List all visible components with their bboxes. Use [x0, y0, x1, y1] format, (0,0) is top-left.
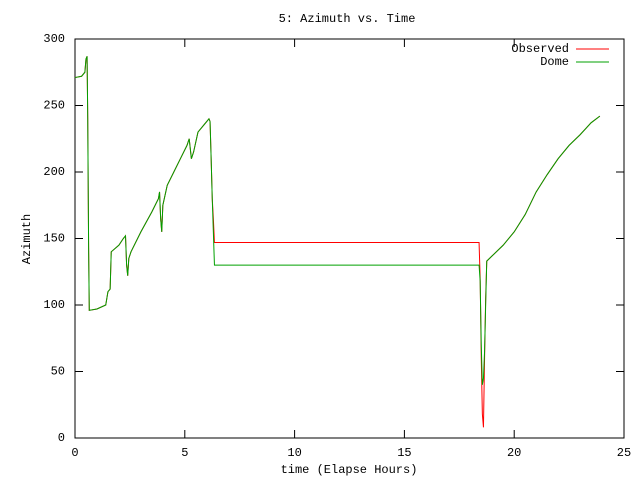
- x-tick-label: 5: [181, 446, 188, 460]
- x-axis-label: time (Elapse Hours): [281, 463, 418, 477]
- x-tick-label: 10: [287, 446, 301, 460]
- x-tick-label: 20: [507, 446, 521, 460]
- y-tick-label: 300: [43, 32, 65, 46]
- x-tick-label: 0: [71, 446, 78, 460]
- y-tick-label: 100: [43, 298, 65, 312]
- chart-title: 5: Azimuth vs. Time: [279, 12, 416, 26]
- y-tick-label: 150: [43, 232, 65, 246]
- y-tick-label: 0: [58, 431, 65, 445]
- x-tick-label: 15: [397, 446, 411, 460]
- y-tick-label: 200: [43, 165, 65, 179]
- y-tick-label: 50: [51, 365, 65, 379]
- y-axis-label: Azimuth: [20, 214, 34, 264]
- legend-label: Observed: [511, 42, 569, 56]
- line-series: [74, 56, 601, 385]
- line-series: [74, 56, 601, 428]
- x-tick-label: 25: [617, 446, 631, 460]
- plot-border: [74, 38, 625, 439]
- legend-label: Dome: [540, 55, 569, 69]
- y-tick-label: 250: [43, 99, 65, 113]
